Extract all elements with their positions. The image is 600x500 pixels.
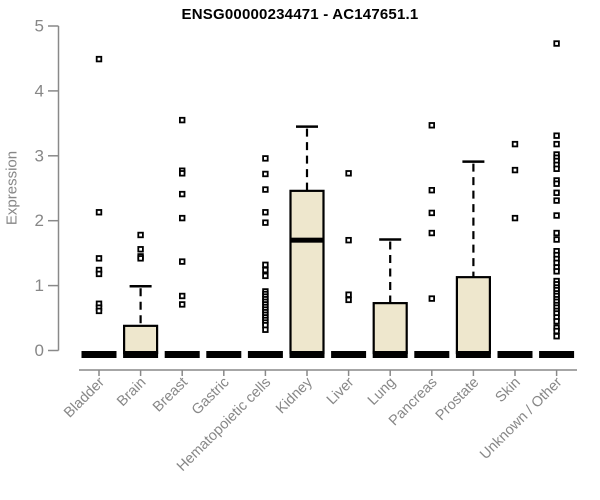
zero-bar — [123, 351, 159, 358]
x-tick-label: Prostate — [433, 375, 482, 424]
zero-bar — [497, 351, 533, 358]
outlier-point — [262, 266, 269, 274]
outlier-point — [178, 214, 186, 222]
outlier-point — [428, 229, 435, 237]
outlier-point — [95, 209, 103, 216]
chart-title: ENSG00000234471 - AC147651.1 — [181, 6, 419, 23]
x-tick-label: Breast — [150, 375, 191, 416]
outlier-point — [553, 180, 560, 187]
median-line — [290, 237, 324, 243]
y-tick-label: 4 — [35, 81, 44, 100]
y-axis: 0 1 2 3 4 5 — [35, 17, 60, 360]
x-tick-label: Kidney — [273, 374, 316, 417]
box-body — [289, 189, 325, 355]
outlier-point — [137, 231, 144, 239]
zero-bar — [372, 351, 408, 358]
outlier-point — [262, 170, 269, 178]
outlier-point — [553, 132, 560, 139]
x-tick-label: Brain — [114, 375, 149, 410]
outlier-point — [345, 236, 352, 244]
outlier-point — [553, 318, 560, 325]
zero-bar — [539, 351, 575, 358]
outlier-point — [262, 272, 269, 280]
outlier-point — [428, 122, 435, 129]
x-tick-label: Lung — [365, 375, 399, 409]
box-pancreas — [414, 122, 450, 358]
outlier-point — [345, 291, 352, 298]
box-body — [455, 276, 491, 355]
outlier-point — [553, 140, 560, 148]
box-gastric — [206, 351, 242, 358]
box-liver — [331, 170, 367, 358]
outlier-point — [262, 326, 269, 333]
x-tick-label: Bladder — [61, 374, 108, 421]
outlier-point — [95, 270, 103, 278]
box-breast — [164, 116, 200, 358]
outlier-point — [553, 40, 560, 47]
outlier-point — [553, 333, 560, 340]
box-unknown-other — [539, 40, 575, 358]
outlier-point — [553, 212, 560, 219]
x-tick-label: Skin — [493, 375, 524, 406]
zero-bar — [206, 351, 242, 358]
box-prostate — [455, 160, 491, 358]
outlier-point — [178, 170, 186, 177]
outlier-point — [428, 209, 435, 217]
outlier-point — [137, 246, 144, 253]
zero-bar — [414, 351, 450, 358]
outlier-point — [345, 296, 352, 304]
outlier-point — [553, 229, 560, 237]
outlier-point — [178, 301, 186, 308]
y-tick-label: 5 — [35, 17, 44, 36]
outlier-point — [262, 219, 269, 226]
outlier-point — [553, 268, 560, 275]
zero-bar — [164, 351, 200, 358]
outlier-point — [95, 55, 103, 63]
outlier-point — [262, 209, 269, 216]
outlier-point — [511, 166, 519, 174]
y-axis-title: Expression — [3, 150, 21, 226]
outlier-point — [178, 190, 186, 198]
y-tick-label: 1 — [35, 276, 44, 295]
outlier-point — [178, 116, 186, 124]
outlier-point — [178, 292, 186, 300]
zero-bar — [455, 351, 491, 358]
outlier-point — [553, 165, 560, 172]
outlier-point — [345, 170, 352, 177]
outlier-point — [262, 155, 269, 162]
outlier-point — [95, 255, 103, 262]
box-brain — [122, 231, 159, 358]
outlier-point — [428, 186, 435, 194]
zero-bar — [247, 351, 283, 358]
y-tick-label: 2 — [35, 211, 44, 230]
box-bladder — [81, 55, 117, 358]
outlier-point — [553, 197, 560, 204]
box-skin — [497, 140, 533, 358]
outlier-point — [553, 189, 560, 196]
outlier-point — [137, 255, 144, 262]
x-tick-label: Liver — [324, 374, 358, 408]
outlier-point — [428, 295, 435, 302]
outlier-point — [95, 307, 103, 315]
outlier-point — [553, 236, 560, 243]
outlier-point — [178, 258, 186, 265]
y-tick-label: 3 — [35, 146, 44, 165]
box-body — [372, 302, 408, 355]
outlier-point — [511, 140, 519, 148]
box-body — [122, 324, 159, 355]
box-kidney — [289, 125, 325, 358]
zero-bar — [81, 351, 117, 358]
y-tick-label: 0 — [35, 341, 44, 360]
outlier-point — [262, 261, 269, 269]
zero-bar — [289, 351, 325, 358]
box-hematopoietic-cells — [247, 155, 283, 358]
zero-bar — [331, 351, 367, 358]
box-lung — [372, 238, 408, 358]
outlier-point — [553, 327, 560, 335]
outlier-point — [511, 214, 519, 222]
outlier-point — [262, 186, 269, 193]
